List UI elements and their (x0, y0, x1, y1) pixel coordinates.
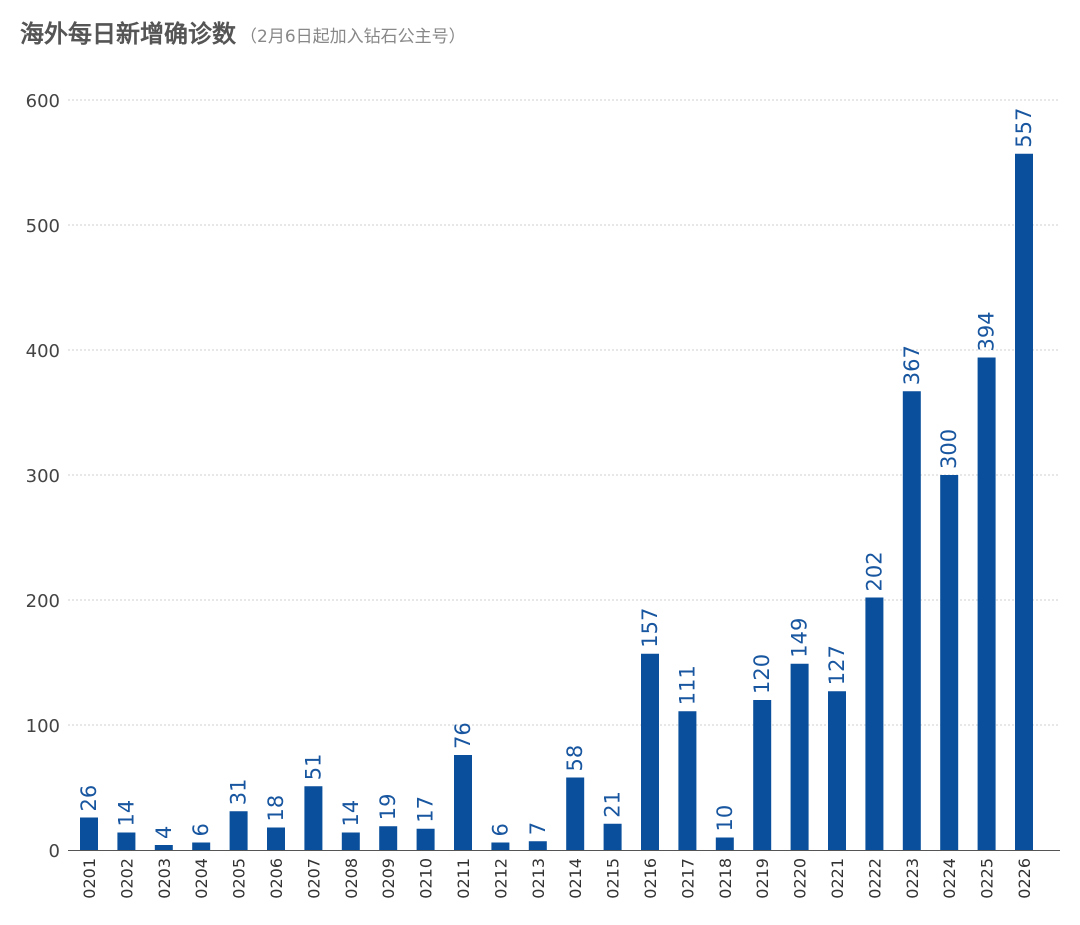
x-tick-label: 0215 (604, 858, 623, 899)
bar (229, 811, 248, 850)
bar (902, 391, 921, 850)
data-label: 10 (713, 805, 737, 832)
bar (603, 823, 622, 850)
bar (491, 842, 510, 850)
bar (977, 357, 996, 850)
data-label: 26 (77, 785, 101, 812)
data-label: 557 (1012, 108, 1036, 148)
x-tick-label: 0214 (566, 858, 585, 899)
x-tick-label: 0223 (903, 858, 922, 899)
bar (566, 777, 585, 850)
x-tick-label: 0224 (940, 858, 959, 899)
data-label: 394 (975, 311, 999, 351)
y-tick-label: 300 (26, 466, 60, 487)
bar (304, 786, 323, 850)
data-label: 6 (488, 823, 512, 836)
data-label: 120 (750, 654, 774, 694)
x-tick-label: 0219 (753, 858, 772, 899)
bar (528, 841, 547, 850)
bar (715, 837, 734, 850)
data-label: 4 (152, 826, 176, 839)
x-tick-label: 0203 (155, 858, 174, 899)
data-label: 51 (301, 754, 325, 781)
data-label: 17 (414, 796, 438, 823)
x-tick-label: 0220 (791, 858, 810, 899)
x-tick-label: 0207 (304, 858, 323, 899)
bar (341, 832, 360, 850)
chart-header: 海外每日新增确诊数 （2月6日起加入钻石公主号） (20, 14, 466, 57)
x-tick-label: 0204 (192, 858, 211, 899)
x-tick-label: 0209 (379, 858, 398, 899)
data-label: 14 (339, 800, 363, 827)
x-tick-label: 0206 (267, 858, 286, 899)
bar (192, 842, 211, 850)
bar (641, 653, 659, 850)
bar (790, 663, 809, 850)
y-tick-label: 0 (49, 841, 60, 862)
data-label: 18 (264, 795, 288, 822)
y-tick-layer: 0 100 200 300 400 500 600 (26, 91, 60, 862)
x-tick-label: 0216 (641, 858, 660, 899)
y-tick-label: 200 (26, 591, 60, 612)
bar (753, 700, 772, 850)
data-label: 127 (825, 645, 849, 685)
chart-title: 海外每日新增确诊数 (20, 20, 236, 48)
data-label: 202 (862, 551, 886, 591)
data-label: 7 (526, 822, 550, 835)
y-tick-label: 500 (26, 216, 60, 237)
y-tick-label: 100 (26, 716, 60, 737)
x-tick-label: 0225 (978, 858, 997, 899)
data-label: 14 (114, 800, 138, 827)
x-tick-label: 0205 (230, 858, 249, 899)
bar (454, 755, 472, 850)
data-label: 58 (563, 745, 587, 772)
data-label: 367 (900, 345, 924, 385)
bar (865, 597, 884, 850)
x-tick-label: 0212 (491, 858, 510, 899)
bar (1015, 153, 1033, 850)
bar (117, 832, 136, 850)
y-tick-label: 600 (26, 91, 60, 112)
x-tick-layer: 0201 0202 0203 0204 0205 0206 0207 0208 0209 0210… (80, 858, 1034, 899)
x-tick-label: 0226 (1015, 858, 1034, 899)
x-tick-label: 0208 (342, 858, 361, 899)
chart-subtitle: （2月6日起加入钻石公主号） (240, 27, 466, 47)
x-tick-label: 0217 (678, 858, 697, 899)
data-label: 21 (601, 791, 625, 818)
bar (416, 828, 435, 850)
x-tick-label: 0201 (80, 858, 99, 899)
data-label: 300 (937, 429, 961, 469)
bar (379, 826, 398, 850)
data-label: 149 (788, 618, 812, 658)
x-tick-label: 0211 (454, 858, 473, 899)
y-tick-label: 400 (26, 341, 60, 362)
bar (940, 475, 959, 850)
data-label: 157 (638, 608, 662, 648)
bar (80, 817, 98, 850)
bar-layer (80, 153, 1033, 850)
bar (828, 691, 846, 850)
data-label: 19 (376, 794, 400, 821)
x-tick-label: 0218 (716, 858, 735, 899)
x-tick-label: 0221 (828, 858, 847, 899)
data-label: 31 (227, 779, 251, 806)
x-tick-label: 0202 (117, 858, 136, 899)
data-label: 76 (451, 722, 475, 749)
data-label: 111 (675, 665, 699, 705)
grid-layer (68, 99, 1060, 726)
x-tick-label: 0213 (529, 858, 548, 899)
bar (154, 845, 173, 850)
x-tick-label: 0210 (417, 858, 436, 899)
bar (678, 711, 697, 850)
data-label: 6 (189, 823, 213, 836)
x-tick-label: 0222 (865, 858, 884, 899)
bar (267, 827, 285, 850)
